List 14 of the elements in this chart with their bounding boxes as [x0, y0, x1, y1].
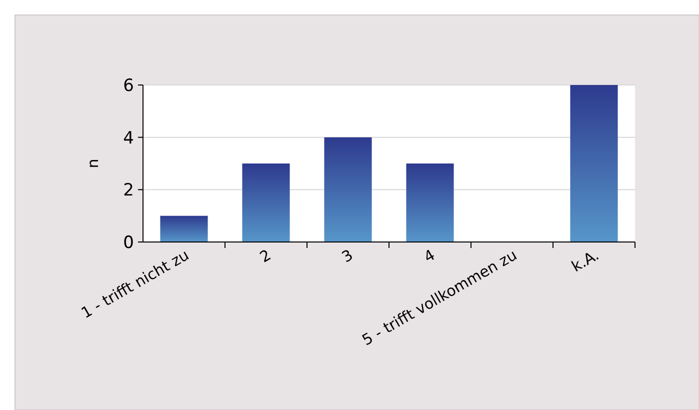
y-tick-label: 4 [123, 128, 134, 148]
y-tick-label: 2 [123, 180, 134, 201]
bar [570, 85, 618, 242]
y-tick-label: 0 [123, 232, 134, 253]
y-axis-title: n [84, 158, 102, 168]
bar [242, 164, 290, 242]
x-tick-label: 3 [338, 246, 356, 266]
x-tick-label: 2 [256, 246, 274, 266]
bar [406, 164, 454, 242]
x-tick-label: k.A. [568, 246, 602, 276]
bar [324, 137, 372, 242]
y-tick-label: 6 [123, 76, 134, 96]
x-tick-label: 4 [420, 246, 438, 266]
bar [160, 216, 208, 242]
